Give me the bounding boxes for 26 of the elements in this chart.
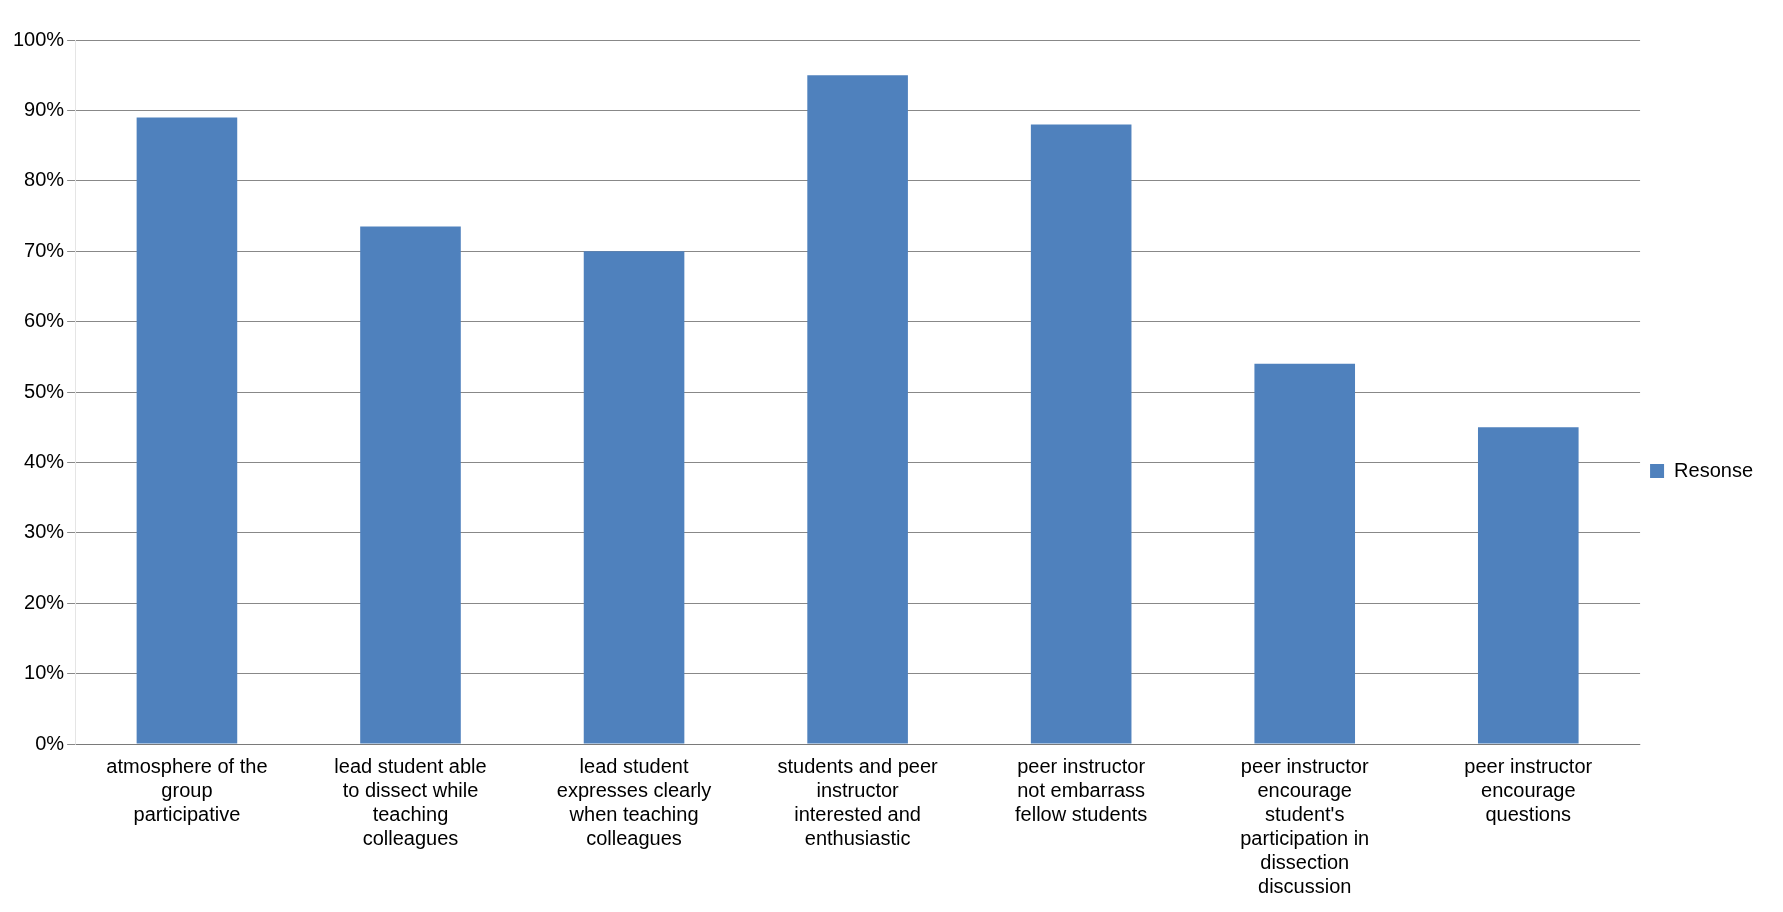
bar (136, 117, 238, 744)
x-tick-label: atmosphere of the group participative (106, 754, 268, 825)
x-tick-label: lead student able to dissect while teaching colleagues (334, 754, 487, 849)
legend-label: Resonse (1674, 458, 1753, 481)
bar (583, 251, 685, 744)
bar (1477, 427, 1579, 744)
bar (1030, 124, 1132, 744)
x-tick-label: peer instructor not embarrass fellow students (1015, 754, 1148, 825)
y-tick-label: 20% (24, 590, 65, 613)
y-tick-label: 0% (35, 731, 65, 754)
y-tick-label: 10% (24, 661, 65, 684)
y-tick-label: 30% (24, 520, 65, 543)
bar (807, 75, 908, 744)
x-tick-label: lead student expresses clearly when teaching colleagues (556, 754, 712, 849)
y-tick-label: 60% (24, 309, 65, 332)
y-tick-label: 80% (24, 168, 65, 191)
y-tick-label: 40% (24, 449, 65, 472)
x-tick-label: peer instructor encourage questions (1464, 754, 1593, 825)
bar (1254, 363, 1356, 744)
x-tick-label: peer instructor encourage student's participation in dissection discussion (1240, 754, 1370, 897)
y-tick-label: 90% (24, 97, 65, 120)
x-tick-label: students and peer instructor interested and enthusiastic (777, 754, 938, 849)
y-tick-label: 50% (24, 379, 65, 402)
y-tick-label: 70% (24, 238, 65, 261)
bar (360, 226, 461, 744)
y-tick-label: 100% (13, 27, 65, 50)
